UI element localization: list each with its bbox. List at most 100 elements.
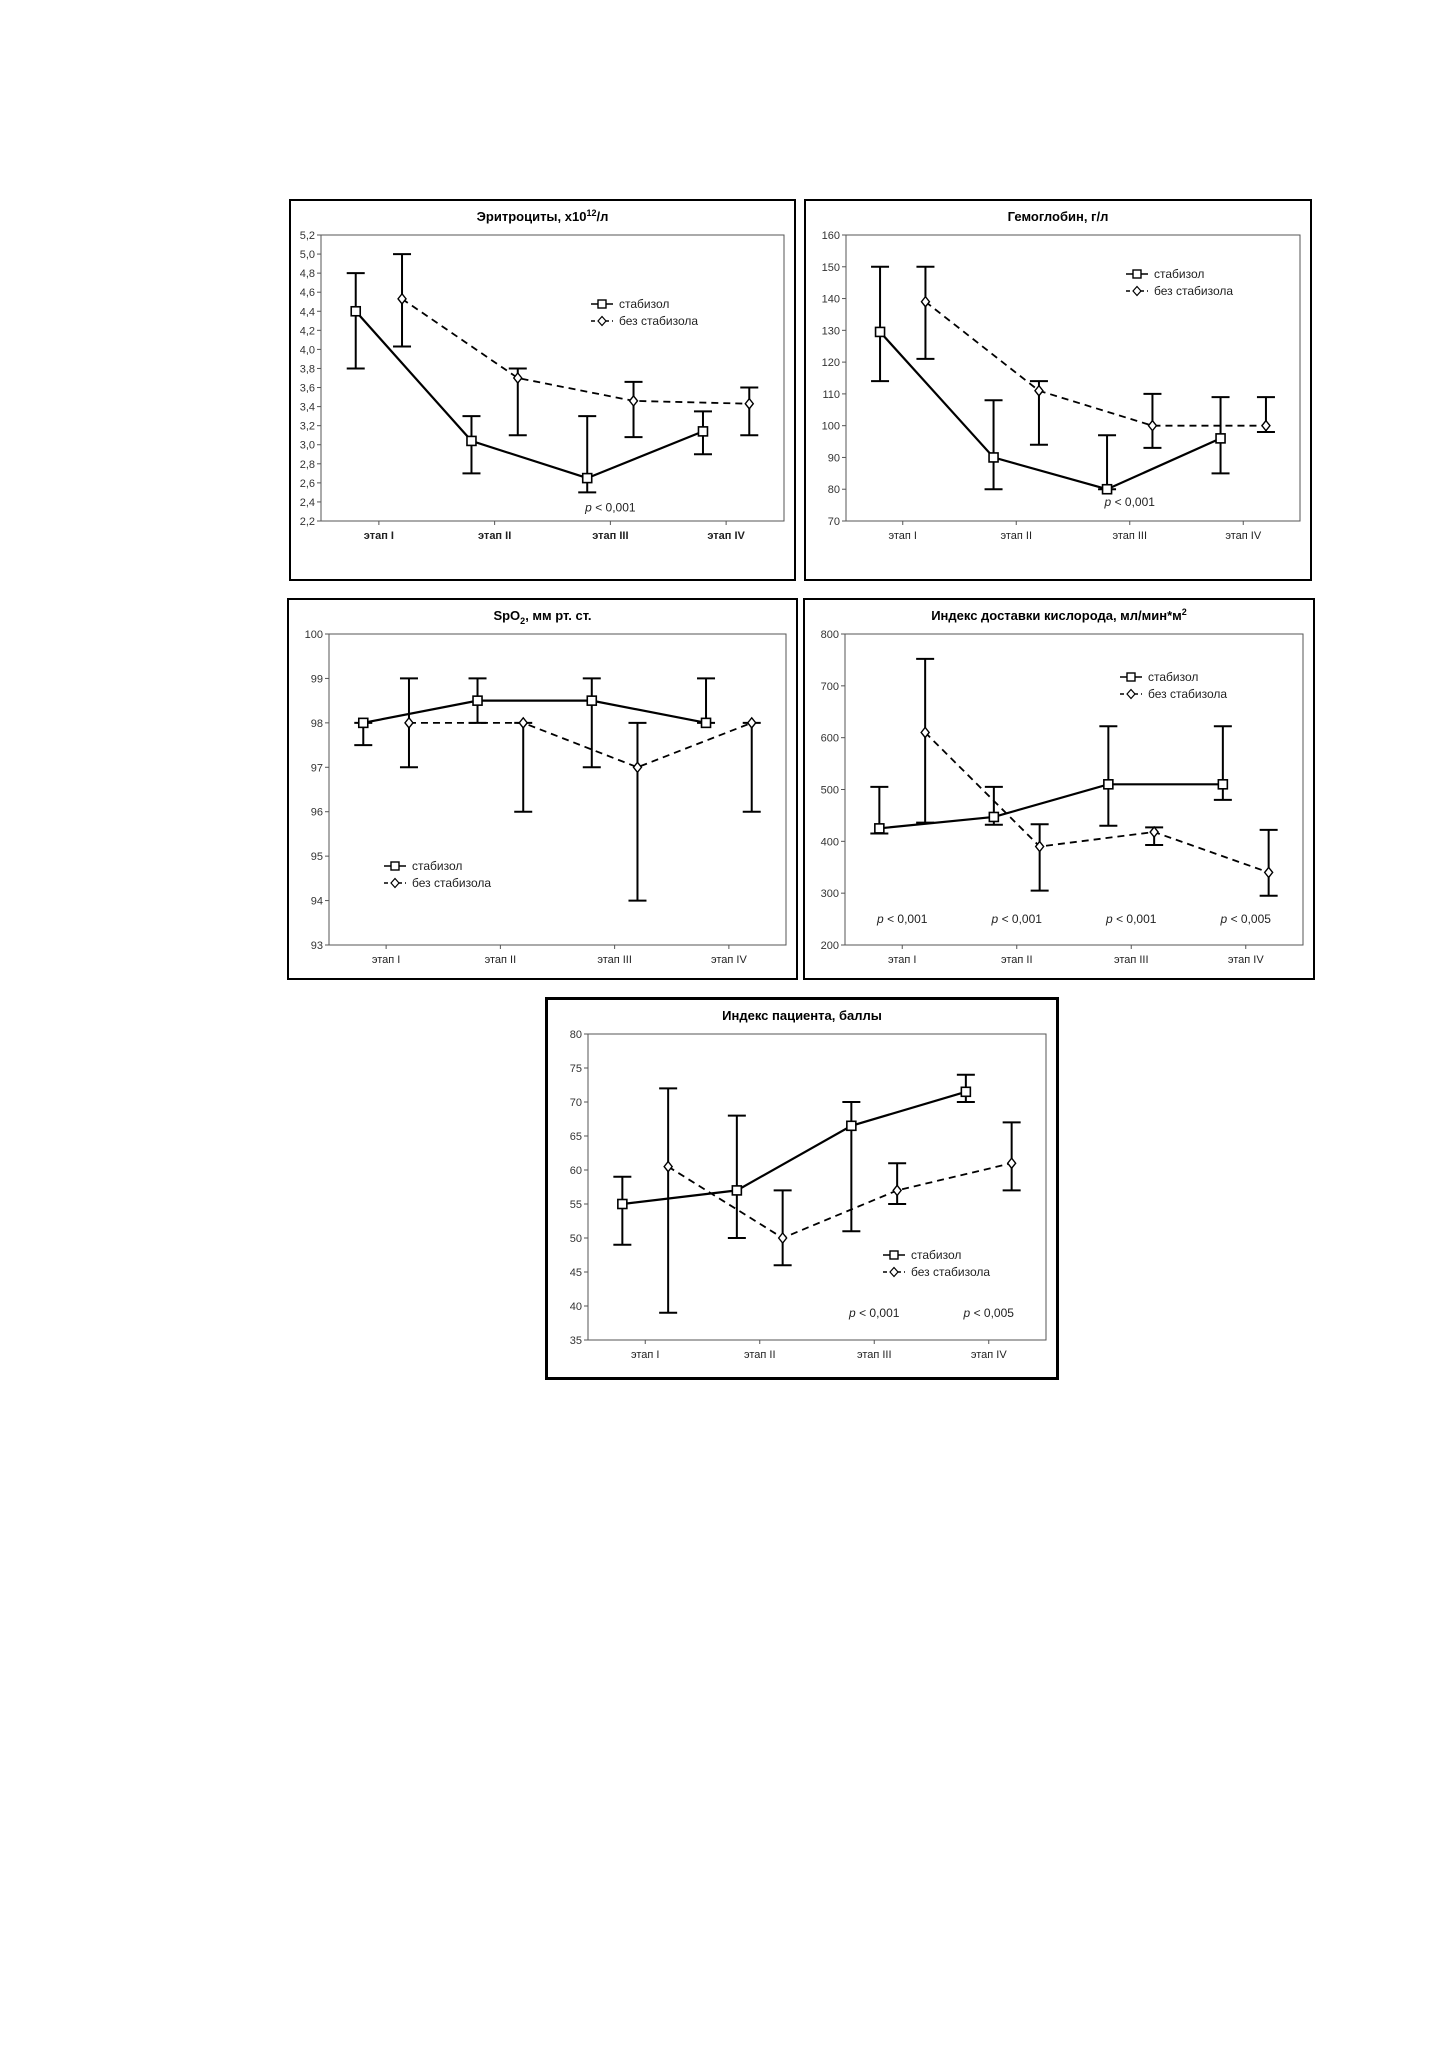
data-point-diamond [892,1184,903,1197]
legend-label: без стабизола [412,876,491,890]
chart-title: Эритроциты, х1012/л [477,208,609,224]
y-tick-label: 95 [311,851,323,863]
chart-panel-hemoglobin: Гемоглобин, г/л 70 80 90 100 110 120 130 140 150 1… [804,199,1312,581]
y-tick-label: 3,8 [300,363,315,375]
series-line-square [622,1090,967,1206]
data-point-diamond [777,1231,788,1245]
y-tick-label: 60 [570,1165,582,1177]
p-value-annotation: p < 0,001 [1105,912,1157,926]
data-point-diamond [1034,384,1044,397]
y-tick-label: 300 [821,888,839,900]
chart-panel-erythrocytes: Эритроциты, х1012/л 2,2 2,4 2,6 2,8 3,0 3,2 3,4… [289,199,796,581]
y-tick-label: 4,8 [300,268,315,280]
y-tick-label: 4,4 [300,306,315,318]
plot-frame [320,234,785,522]
legend-marker-square [1126,672,1136,682]
data-point-square [700,717,712,729]
x-category-label: этап II [1000,530,1032,542]
y-tick-label: 3,2 [300,421,315,433]
y-tick-label: 160 [822,230,840,242]
data-point-square [466,435,477,447]
x-category-label: этап II [1001,954,1033,966]
data-point-square [586,695,598,706]
data-point-diamond [1263,866,1274,879]
chart-title: Индекс пациента, баллы [722,1008,882,1023]
y-tick-label: 70 [828,516,840,528]
series-line-diamond [401,298,750,405]
data-point-diamond [920,726,931,739]
chart-svg-oxygen-delivery: Индекс доставки кислорода, мл/мин*м2 200 3… [821,607,1304,966]
y-tick-label: 3,4 [300,402,315,414]
legend-label: стабизол [619,297,669,311]
x-category-label: этап I [364,530,394,542]
y-tick-label: 2,8 [300,459,315,471]
legend-label: без стабизола [911,1265,990,1279]
series-line-square [363,699,707,724]
x-category-label: этап II [485,954,517,966]
data-point-square [1103,779,1114,790]
y-tick-label: 2,2 [300,516,315,528]
y-tick-label: 50 [570,1233,582,1245]
chart-svg-spo2: SpO2, мм рт. ст. 93 94 95 96 97 98 99 100 этап I э… [305,608,787,966]
y-tick-label: 100 [822,421,840,433]
p-value-annotation: p < 0,001 [584,501,636,515]
chart-title: Гемоглобин, г/л [1008,209,1109,224]
data-point-square [350,305,362,317]
data-point-square [960,1086,972,1098]
y-tick-label: 70 [570,1097,582,1109]
legend-marker-diamond [597,315,607,327]
y-tick-label: 400 [821,836,839,848]
data-point-diamond [744,397,755,410]
x-category-label: этап IV [1225,530,1261,542]
y-tick-label: 75 [570,1063,582,1075]
series-line-diamond [408,721,753,769]
legend-label: без стабизола [1148,687,1227,701]
legend-label: без стабизола [1154,284,1233,298]
y-tick-label: 2,6 [300,478,315,490]
legend-marker-square [597,299,607,309]
y-tick-label: 55 [570,1199,582,1211]
data-point-square [617,1198,628,1210]
y-tick-label: 140 [822,294,840,306]
y-tick-label: 35 [570,1335,582,1347]
x-category-label: этап II [478,530,511,542]
x-category-label: этап I [372,954,400,966]
legend-label: стабизол [1148,670,1198,684]
p-value-annotation: p < 0,001 [1104,495,1156,509]
data-point-diamond [746,716,757,729]
y-tick-label: 65 [570,1131,582,1143]
data-point-diamond [1034,840,1045,853]
data-point-diamond [512,371,523,385]
legend-label: без стабизола [619,314,698,328]
plot-frame [328,633,787,946]
chart-svg-erythrocytes: Эритроциты, х1012/л 2,2 2,4 2,6 2,8 3,0 3,2 3,4… [300,208,785,542]
x-category-label: этап III [597,954,632,966]
data-point-diamond [1147,419,1158,432]
y-tick-label: 90 [828,452,840,464]
y-tick-label: 3,6 [300,383,315,395]
data-point-square [697,426,709,437]
x-category-label: этап I [889,530,917,542]
y-tick-label: 120 [822,357,840,369]
legend-marker-square [1132,269,1142,279]
data-point-square [357,717,369,729]
legend-marker-square [889,1250,899,1260]
data-point-diamond [1149,825,1160,839]
legend-marker-diamond [1132,285,1142,297]
series-line-square [879,331,1221,491]
y-tick-label: 93 [311,940,323,952]
series-line-diamond [924,301,1266,427]
legend-label: стабизол [412,859,462,873]
legend-marker-square [390,861,400,871]
data-point-diamond [628,394,639,408]
y-tick-label: 4,2 [300,325,315,337]
plot-frame [845,234,1301,522]
legend-label: стабизол [911,1248,961,1262]
legend-label: стабизол [1154,267,1204,281]
series-line-diamond [667,1162,1012,1240]
y-tick-label: 4,0 [300,344,315,356]
chart-title: SpO2, мм рт. ст. [493,608,591,626]
x-category-label: этап IV [1228,954,1264,966]
p-value-annotation: p < 0,001 [876,912,928,926]
chart-svg-hemoglobin: Гемоглобин, г/л 70 80 90 100 110 120 130 140 150 1… [822,209,1301,542]
